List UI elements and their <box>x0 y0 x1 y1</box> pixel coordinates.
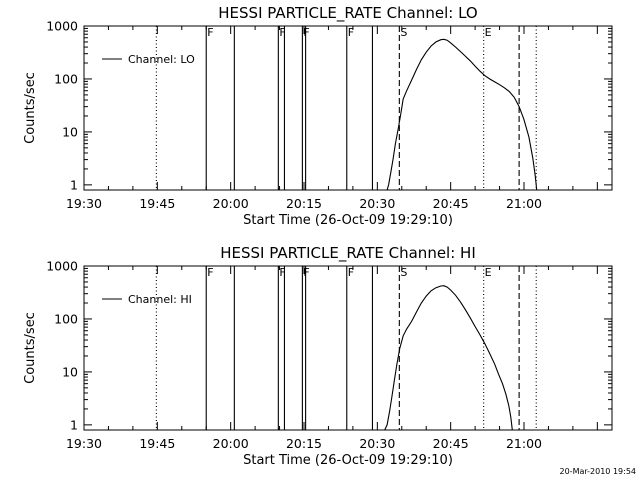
x-tick-label: 20:15 <box>286 436 322 451</box>
marker-label-f-3: F <box>279 26 285 39</box>
marker-label-f-7: F <box>348 26 354 39</box>
marker-label-f-5: F <box>303 266 309 279</box>
marker-label-f-1: F <box>207 266 213 279</box>
y-tick-label: 1 <box>70 177 78 192</box>
marker-label-f-7: F <box>348 266 354 279</box>
x-tick-label: 20:30 <box>359 436 395 451</box>
x-tick-label: 19:30 <box>66 196 102 211</box>
x-tick-label: 21:00 <box>506 436 542 451</box>
lo-channel-panel: F F F F S E 1 10 100 1000 19:30 19:45 20:00 20:15 20:3… <box>23 4 613 228</box>
plot-frame <box>83 265 613 431</box>
x-tick-label: 20:45 <box>433 436 469 451</box>
y-tick-label: 10 <box>62 364 78 379</box>
x-tick-label: 19:45 <box>139 436 175 451</box>
legend-label: Channel: LO <box>128 53 195 66</box>
y-axis-label: Counts/sec <box>23 72 38 144</box>
x-tick-label: 19:30 <box>66 436 102 451</box>
marker-label-f-5: F <box>303 26 309 39</box>
hi-channel-panel: F F F F S E 1 10 100 1000 19:30 19:45 20:00 20:15 20:3… <box>23 244 613 468</box>
marker-label-f-1: F <box>207 26 213 39</box>
y-tick-label: 1 <box>70 417 78 432</box>
chart-title: HESSI PARTICLE_RATE Channel: LO <box>218 4 477 23</box>
x-tick-label: 20:00 <box>213 436 249 451</box>
x-tick-label: 20:15 <box>286 196 322 211</box>
y-tick-label: 1000 <box>46 19 78 34</box>
y-tick-label: 10 <box>62 124 78 139</box>
series-line-0 <box>384 285 513 431</box>
marker-label-f-3: F <box>279 266 285 279</box>
x-tick-label: 19:45 <box>139 196 175 211</box>
y-tick-label: 100 <box>54 311 78 326</box>
x-axis-label: Start Time (26-Oct-09 19:29:10) <box>243 453 453 468</box>
marker-label-s-9: S <box>400 266 407 279</box>
x-tick-label: 20:30 <box>359 196 395 211</box>
x-tick-label: 20:45 <box>433 196 469 211</box>
x-axis-label: Start Time (26-Oct-09 19:29:10) <box>243 213 453 228</box>
x-tick-label: 21:00 <box>506 196 542 211</box>
series-line-0 <box>386 38 538 191</box>
legend-label: Channel: HI <box>128 293 192 306</box>
marker-label-e-10: E <box>485 266 492 279</box>
plot-timestamp: 20-Mar-2010 19:54 <box>560 467 637 476</box>
y-tick-label: 100 <box>54 71 78 86</box>
y-tick-label: 1000 <box>46 259 78 274</box>
plot-frame <box>83 25 613 191</box>
chart-title: HESSI PARTICLE_RATE Channel: HI <box>220 244 476 263</box>
x-tick-label: 20:00 <box>213 196 249 211</box>
marker-label-e-10: E <box>485 26 492 39</box>
marker-label-s-9: S <box>400 26 407 39</box>
y-axis-label: Counts/sec <box>23 312 38 384</box>
